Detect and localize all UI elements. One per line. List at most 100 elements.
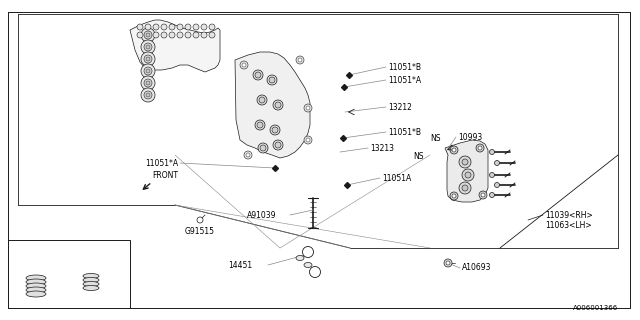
Circle shape <box>144 67 152 75</box>
Circle shape <box>452 194 456 198</box>
Circle shape <box>246 153 250 157</box>
Circle shape <box>446 261 450 265</box>
Ellipse shape <box>304 262 312 268</box>
Circle shape <box>144 43 152 51</box>
Circle shape <box>145 24 151 30</box>
Circle shape <box>490 172 495 178</box>
Circle shape <box>185 32 191 38</box>
Circle shape <box>259 97 265 103</box>
Circle shape <box>141 40 155 54</box>
Text: A006001366: A006001366 <box>573 305 618 311</box>
Circle shape <box>479 191 487 199</box>
Circle shape <box>298 58 302 62</box>
Text: 11051*B: 11051*B <box>388 62 421 71</box>
Circle shape <box>193 24 199 30</box>
Text: 11063<LH>: 11063<LH> <box>545 220 591 229</box>
Text: 11051*A: 11051*A <box>145 158 178 167</box>
Circle shape <box>495 182 499 188</box>
Bar <box>8 240 130 308</box>
Text: 13212: 13212 <box>388 102 412 111</box>
Circle shape <box>201 24 207 30</box>
Text: 15027*A: 15027*A <box>12 244 39 249</box>
Circle shape <box>197 217 203 223</box>
Circle shape <box>272 127 278 133</box>
Circle shape <box>476 144 484 152</box>
Circle shape <box>244 151 252 159</box>
Circle shape <box>141 76 155 90</box>
Circle shape <box>304 136 312 144</box>
Circle shape <box>177 24 183 30</box>
Text: ②: ② <box>305 249 311 255</box>
Text: 15027*B: 15027*B <box>73 244 100 249</box>
Circle shape <box>260 145 266 151</box>
Circle shape <box>153 24 159 30</box>
Circle shape <box>141 64 155 78</box>
Circle shape <box>255 120 265 130</box>
Circle shape <box>144 79 152 87</box>
Text: 10993: 10993 <box>458 132 483 141</box>
Text: PT-1/8: PT-1/8 <box>12 251 31 255</box>
Circle shape <box>209 32 215 38</box>
Circle shape <box>495 161 499 165</box>
Circle shape <box>240 61 248 69</box>
Circle shape <box>462 185 468 191</box>
Text: G91515: G91515 <box>185 228 215 236</box>
Circle shape <box>478 146 482 150</box>
Circle shape <box>193 32 199 38</box>
Text: ①: ① <box>15 283 21 289</box>
Circle shape <box>481 193 485 197</box>
Circle shape <box>444 259 452 267</box>
Text: FRONT: FRONT <box>152 171 178 180</box>
Circle shape <box>185 24 191 30</box>
Polygon shape <box>130 20 220 72</box>
Text: NS: NS <box>430 133 440 142</box>
Text: NS: NS <box>413 151 424 161</box>
Circle shape <box>465 172 471 178</box>
Circle shape <box>146 93 150 97</box>
Text: 11051A: 11051A <box>382 173 412 182</box>
Circle shape <box>258 143 268 153</box>
Ellipse shape <box>26 279 46 285</box>
Circle shape <box>146 57 150 61</box>
Circle shape <box>450 192 458 200</box>
Circle shape <box>146 45 150 49</box>
Circle shape <box>242 63 246 67</box>
Text: 14451: 14451 <box>228 260 252 269</box>
Circle shape <box>304 104 312 112</box>
Circle shape <box>169 24 175 30</box>
Circle shape <box>201 32 207 38</box>
Circle shape <box>267 75 277 85</box>
Circle shape <box>257 122 263 128</box>
Circle shape <box>146 81 150 85</box>
Ellipse shape <box>26 283 46 289</box>
Ellipse shape <box>296 255 304 260</box>
Circle shape <box>145 32 151 38</box>
Circle shape <box>452 148 456 152</box>
Circle shape <box>137 32 143 38</box>
Circle shape <box>141 52 155 66</box>
Circle shape <box>209 24 215 30</box>
Polygon shape <box>235 52 310 158</box>
Ellipse shape <box>83 285 99 291</box>
Circle shape <box>177 32 183 38</box>
Circle shape <box>303 246 314 258</box>
Circle shape <box>296 56 304 64</box>
Circle shape <box>141 88 155 102</box>
Circle shape <box>459 182 471 194</box>
Circle shape <box>462 169 474 181</box>
Ellipse shape <box>83 274 99 278</box>
Circle shape <box>161 24 167 30</box>
Ellipse shape <box>83 282 99 286</box>
Circle shape <box>255 72 261 78</box>
Circle shape <box>459 156 471 168</box>
Text: 11051*A: 11051*A <box>388 76 421 84</box>
Ellipse shape <box>26 287 46 293</box>
Text: PT-1/16: PT-1/16 <box>73 251 96 255</box>
Ellipse shape <box>26 275 46 281</box>
Text: 11051*B: 11051*B <box>388 127 421 137</box>
Circle shape <box>137 24 143 30</box>
Circle shape <box>169 32 175 38</box>
Circle shape <box>490 193 495 197</box>
Circle shape <box>273 140 283 150</box>
Circle shape <box>270 125 280 135</box>
